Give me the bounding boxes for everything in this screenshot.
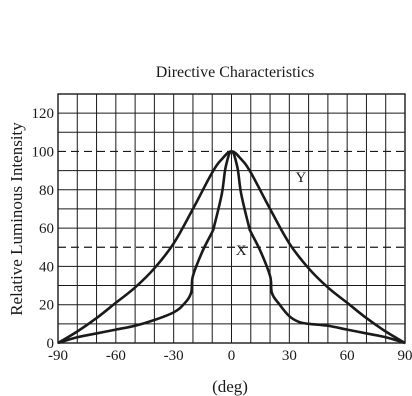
grid — [58, 94, 405, 343]
x-tick-label: 60 — [340, 348, 355, 364]
x-tick-label: 90 — [398, 348, 412, 364]
y-tick-labels: 0 20 40 60 80 100 120 — [32, 106, 55, 352]
y-tick-label: 80 — [39, 183, 54, 199]
series-labels: XY — [236, 170, 307, 259]
y-tick-label: 20 — [39, 298, 54, 314]
curve-x — [57, 150, 406, 345]
curve-y — [57, 150, 406, 345]
x-tick-label: -30 — [164, 348, 184, 364]
y-tick-label: 120 — [32, 106, 55, 122]
plot-frame — [57, 93, 406, 344]
y-tick-label: 0 — [47, 336, 55, 352]
y-tick-label: 60 — [39, 221, 54, 237]
y-axis-label: Relative Luminous Intensity — [7, 122, 26, 316]
chart-title: Directive Characteristics — [156, 64, 315, 81]
x-tick-labels: -90 -60 -30 0 30 60 90 — [48, 348, 412, 364]
y-tick-label: 40 — [39, 259, 54, 275]
x-tick-label: -60 — [106, 348, 126, 364]
x-axis-label: (deg) — [212, 377, 248, 396]
series-label-y: Y — [295, 170, 306, 186]
series-label-x: X — [236, 243, 247, 259]
x-tick-label: -90 — [48, 348, 68, 364]
y-tick-label: 100 — [32, 144, 55, 160]
curves — [57, 150, 406, 345]
x-tick-label: 30 — [282, 348, 297, 364]
x-tick-label: 0 — [228, 348, 236, 364]
